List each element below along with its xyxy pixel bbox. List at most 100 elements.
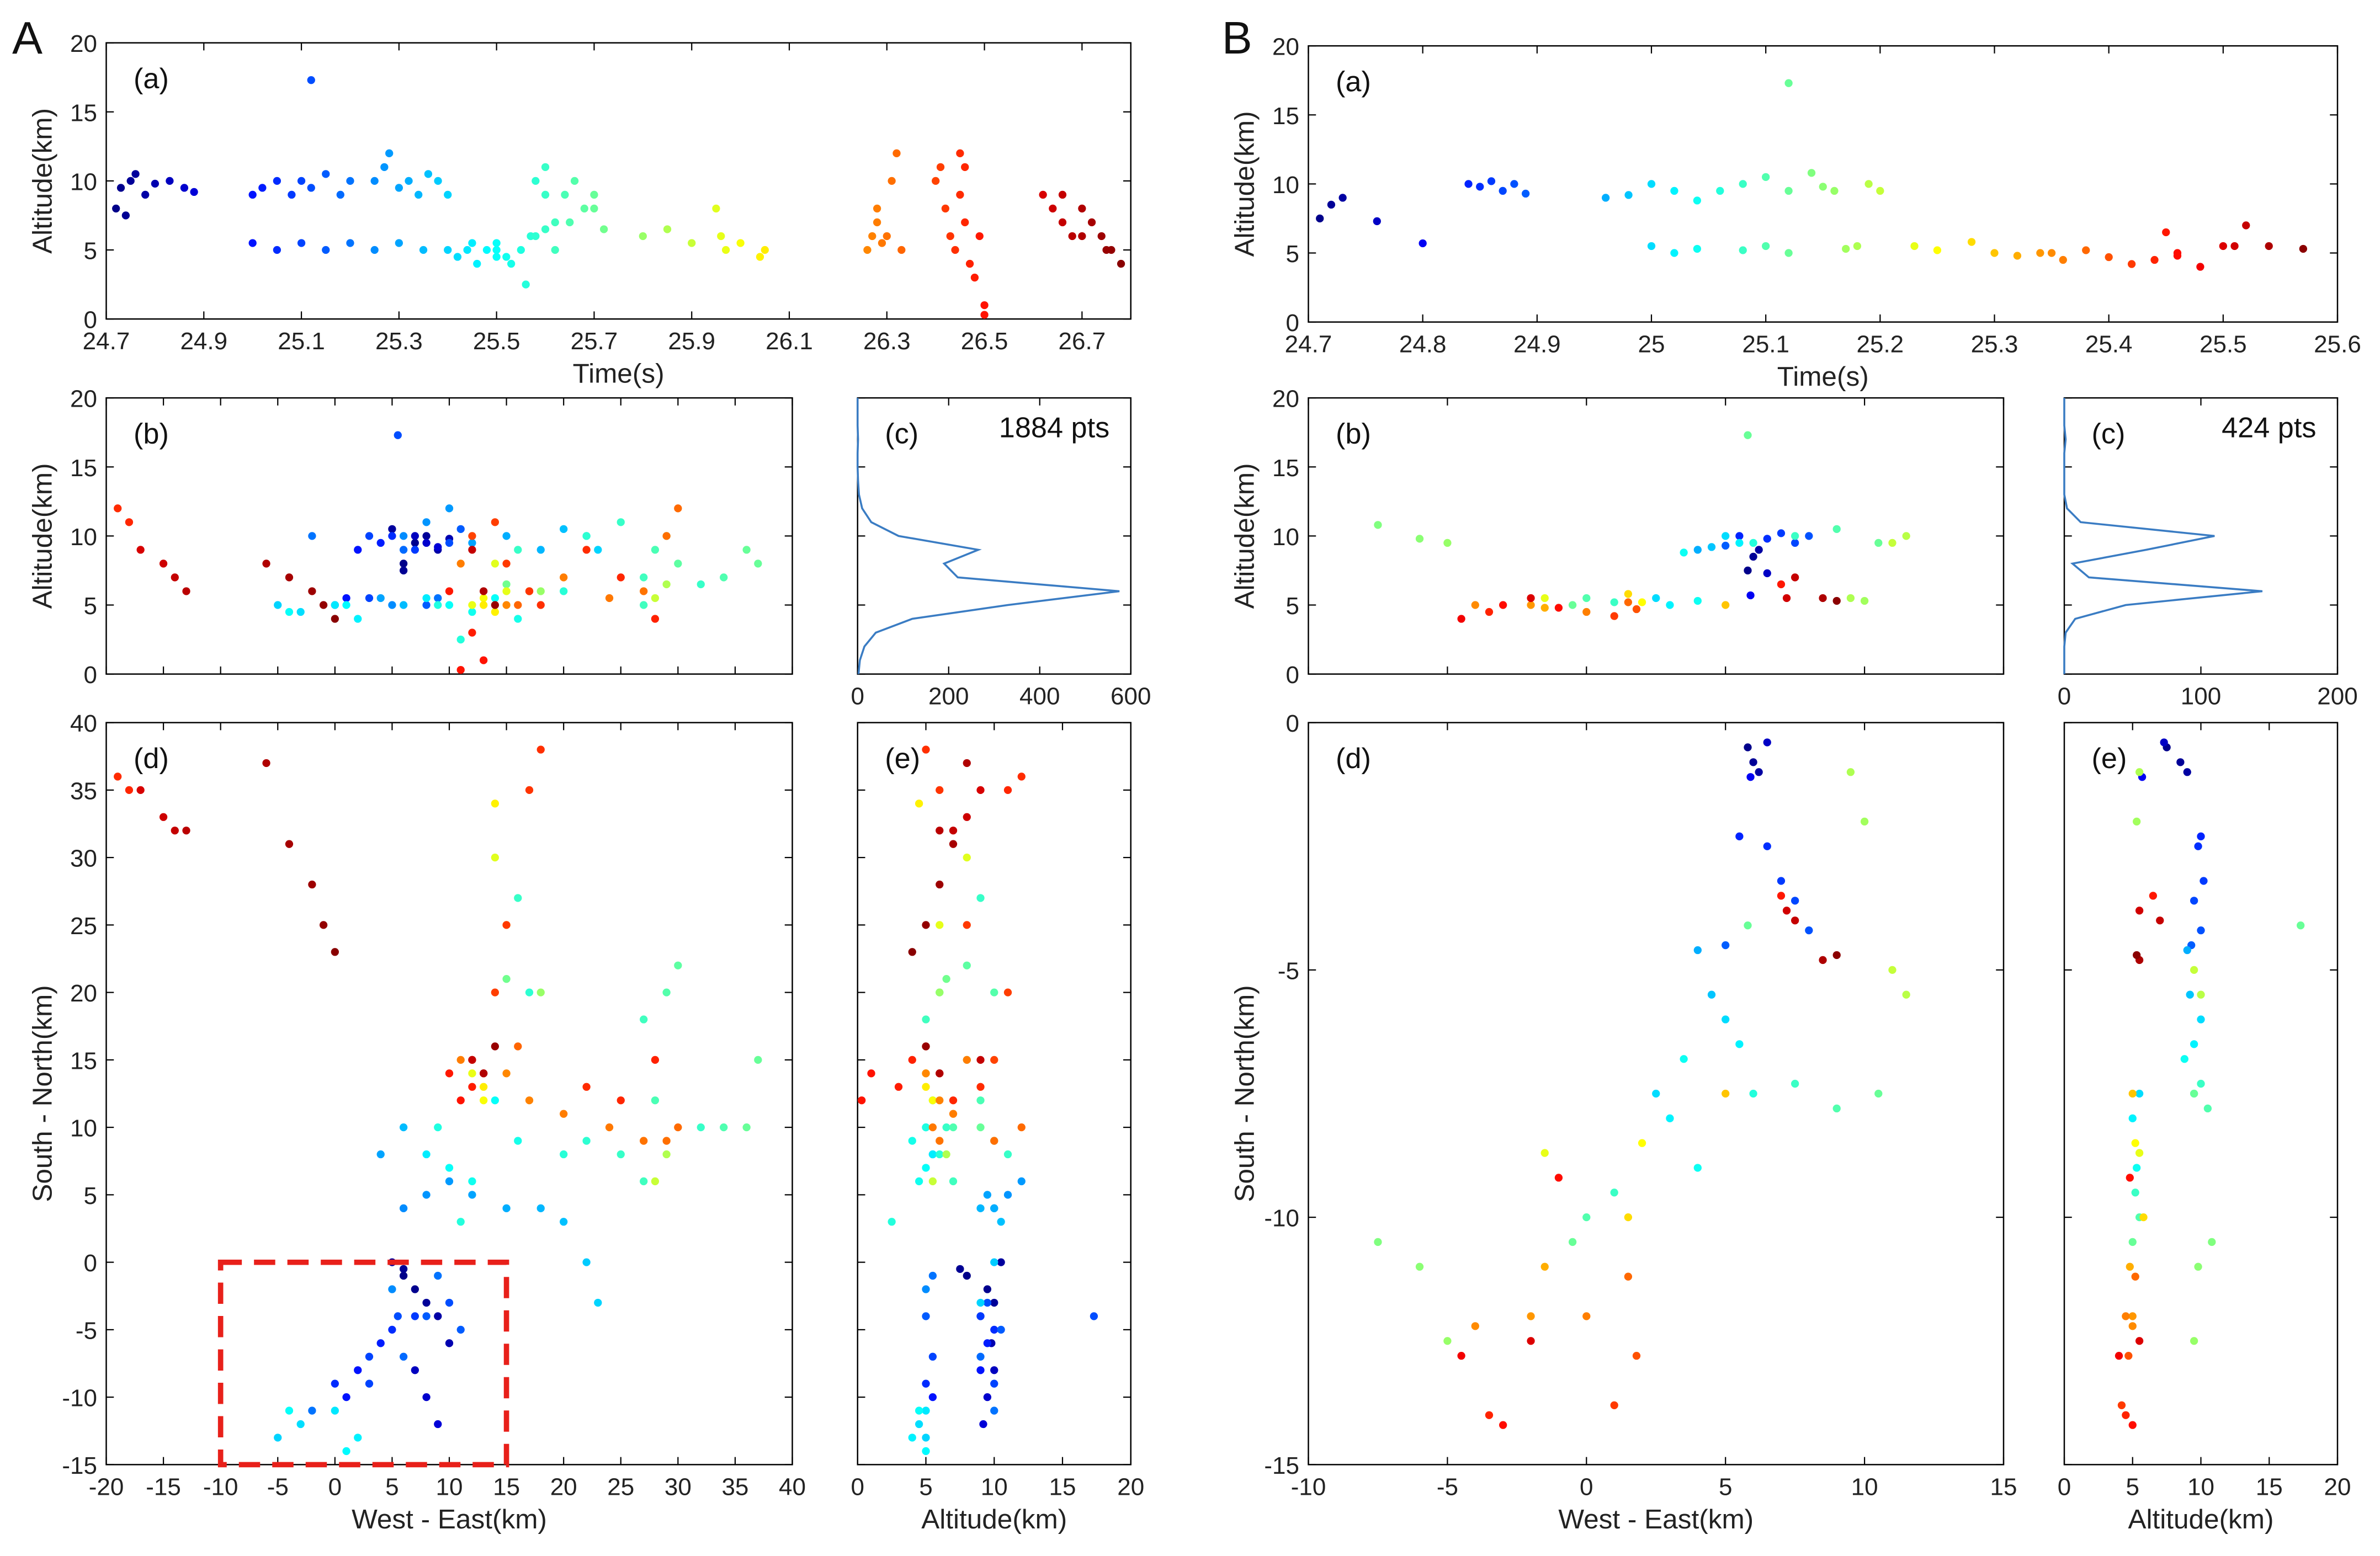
source-point bbox=[590, 204, 598, 213]
source-point bbox=[422, 1150, 431, 1159]
source-point bbox=[873, 218, 881, 227]
source-point bbox=[922, 1042, 930, 1051]
source-point bbox=[434, 601, 442, 609]
source-point bbox=[434, 1271, 442, 1280]
source-point bbox=[376, 1339, 385, 1347]
source-point bbox=[307, 76, 315, 84]
y-tick-label: 0 bbox=[84, 307, 97, 334]
source-point bbox=[1610, 1189, 1618, 1197]
x-tick-label: 15 bbox=[2256, 1473, 2283, 1500]
source-point bbox=[990, 1204, 998, 1212]
source-point bbox=[445, 587, 454, 595]
source-point bbox=[480, 1069, 488, 1078]
source-point bbox=[1419, 239, 1427, 248]
source-point bbox=[1722, 541, 1730, 550]
source-point bbox=[468, 608, 476, 616]
source-point bbox=[522, 280, 530, 289]
source-point bbox=[1842, 244, 1850, 253]
source-point bbox=[388, 601, 396, 609]
source-point bbox=[1443, 539, 1452, 547]
source-point bbox=[1632, 1351, 1641, 1360]
source-point bbox=[2230, 242, 2239, 251]
source-point bbox=[1819, 183, 1827, 191]
source-point bbox=[949, 1096, 958, 1105]
source-point bbox=[721, 246, 730, 254]
source-point bbox=[468, 1177, 476, 1186]
source-point bbox=[1846, 594, 1855, 603]
y-tick-label: 5 bbox=[1286, 241, 1299, 268]
plot-frame bbox=[1308, 397, 2005, 675]
panel-c: 0 100 200 (c) 424 pts bbox=[2058, 397, 2358, 710]
source-point bbox=[736, 239, 745, 247]
panel-e: 0 5 10 15 20 (e) Altitude(km) bbox=[851, 722, 1144, 1534]
source-point bbox=[997, 1258, 1005, 1266]
source-point bbox=[976, 1312, 985, 1320]
source-point bbox=[651, 615, 660, 623]
x-tick-label: 24.9 bbox=[1513, 331, 1561, 358]
source-point bbox=[936, 1069, 944, 1078]
panel-tag: (d) bbox=[134, 743, 169, 775]
source-point bbox=[1540, 594, 1549, 603]
source-point bbox=[1087, 218, 1096, 227]
x-tick-label: -10 bbox=[1291, 1473, 1326, 1500]
source-point bbox=[922, 1015, 930, 1024]
source-point bbox=[112, 204, 120, 213]
source-point bbox=[949, 840, 958, 848]
source-point bbox=[1487, 177, 1496, 185]
source-point bbox=[2126, 1262, 2134, 1271]
source-point bbox=[1068, 232, 1076, 241]
source-point bbox=[551, 246, 559, 254]
source-point bbox=[1693, 1164, 1702, 1172]
source-point bbox=[319, 601, 328, 609]
source-point bbox=[2047, 249, 2056, 257]
source-point bbox=[990, 988, 998, 997]
source-point bbox=[2122, 1312, 2130, 1320]
source-point bbox=[422, 1298, 431, 1307]
figure-A: A 24.7 24.9 25.1 25.3 25.5 25.7 25.9 26.1 26.3 26.… bbox=[12, 13, 1151, 1534]
source-point bbox=[754, 559, 762, 568]
source-point bbox=[1933, 246, 1942, 254]
source-point bbox=[990, 1325, 998, 1334]
x-tick-label: 25 bbox=[1638, 331, 1665, 358]
source-point bbox=[2128, 1238, 2137, 1246]
source-point bbox=[445, 1164, 454, 1172]
source-point bbox=[582, 1083, 591, 1091]
source-point bbox=[2135, 1337, 2144, 1345]
source-point bbox=[171, 573, 179, 582]
source-point bbox=[979, 1420, 987, 1429]
source-point bbox=[480, 587, 488, 595]
source-point bbox=[928, 1352, 937, 1361]
x-tick-label: 20 bbox=[1117, 1473, 1144, 1500]
source-point bbox=[399, 1123, 408, 1132]
source-point bbox=[190, 188, 198, 196]
source-point bbox=[928, 1177, 937, 1186]
source-point bbox=[936, 827, 944, 835]
x-tick-label: 10 bbox=[981, 1473, 1008, 1500]
source-point bbox=[1316, 214, 1324, 223]
source-point bbox=[961, 163, 969, 171]
source-point bbox=[892, 149, 901, 157]
source-point bbox=[491, 608, 500, 616]
x-tick-label: 25.1 bbox=[278, 328, 325, 355]
source-point bbox=[594, 546, 602, 554]
x-tick-label: 0 bbox=[2058, 683, 2071, 710]
x-tick-label: 25.3 bbox=[375, 328, 423, 355]
source-point bbox=[1888, 966, 1896, 974]
source-point bbox=[2194, 1262, 2202, 1271]
source-point bbox=[399, 1271, 408, 1280]
source-point bbox=[434, 1123, 442, 1132]
x-tick-label: 100 bbox=[2181, 683, 2221, 710]
source-point bbox=[1666, 1114, 1674, 1122]
source-point bbox=[697, 1123, 705, 1132]
source-point bbox=[1763, 569, 1771, 578]
source-point bbox=[1017, 772, 1026, 781]
source-point bbox=[1735, 532, 1744, 540]
source-point bbox=[1762, 242, 1770, 251]
source-point bbox=[399, 1204, 408, 1212]
source-point bbox=[1485, 608, 1494, 616]
source-point bbox=[1485, 1411, 1494, 1419]
source-point bbox=[346, 177, 354, 185]
source-point bbox=[1017, 1123, 1026, 1132]
source-point bbox=[136, 546, 145, 554]
plot-frame bbox=[105, 722, 793, 1466]
